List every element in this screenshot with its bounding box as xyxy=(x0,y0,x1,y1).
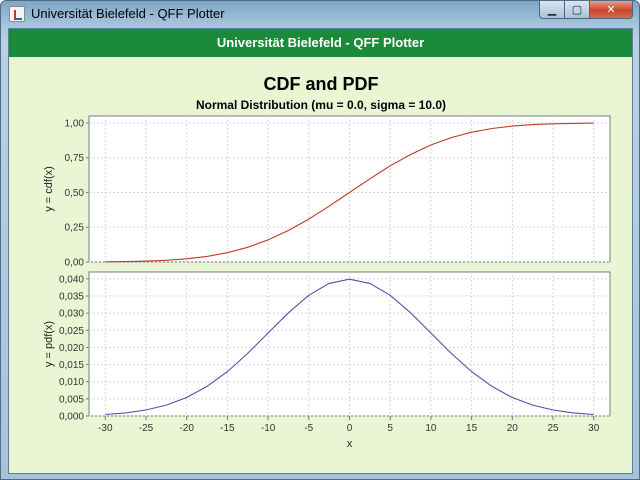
pdf-y-tick-label: 0,040 xyxy=(59,274,84,285)
pdf-y-tick-label: 0,020 xyxy=(59,343,84,354)
pdf-y-tick-label: 0,005 xyxy=(59,394,84,405)
x-tick-label: 15 xyxy=(466,423,478,434)
cdf-y-tick-label: 0,50 xyxy=(65,188,85,199)
minimize-button[interactable]: ▁ xyxy=(539,1,565,19)
cdf-y-tick-label: 0,00 xyxy=(65,258,85,269)
maximize-button[interactable]: ▢ xyxy=(565,1,590,19)
cdf-y-tick-label: 0,25 xyxy=(65,223,85,234)
x-tick-label: 0 xyxy=(347,423,353,434)
java-app-icon[interactable] xyxy=(9,6,25,22)
header-banner: Universität Bielefeld - QFF Plotter xyxy=(9,29,632,57)
x-tick-label: 30 xyxy=(588,423,600,434)
pdf-y-tick-label: 0,015 xyxy=(59,360,84,371)
cdf-y-tick-label: 1,00 xyxy=(65,118,85,129)
window-controls: ▁ ▢ ✕ xyxy=(539,1,633,19)
x-tick-label: -10 xyxy=(261,423,276,434)
x-tick-label: 25 xyxy=(547,423,559,434)
chart-subtitle: Normal Distribution (mu = 0.0, sigma = 1… xyxy=(196,98,446,112)
pdf-y-axis-label: y = pdf(x) xyxy=(43,321,55,367)
close-button[interactable]: ✕ xyxy=(590,1,633,19)
x-tick-label: 5 xyxy=(387,423,393,434)
maximize-icon: ▢ xyxy=(571,3,583,16)
x-tick-label: -5 xyxy=(304,423,313,434)
pdf-y-tick-label: 0,035 xyxy=(59,292,84,303)
pdf-series-line xyxy=(105,278,594,416)
chart-title: CDF and PDF xyxy=(264,74,379,94)
close-icon: ✕ xyxy=(606,3,616,16)
x-tick-label: -25 xyxy=(139,423,154,434)
cdf-y-axis-label: y = cdf(x) xyxy=(43,166,55,212)
minimize-icon: ▁ xyxy=(547,3,557,16)
pdf-y-tick-label: 0,010 xyxy=(59,377,84,388)
x-tick-label: -30 xyxy=(98,423,113,434)
x-tick-label: 10 xyxy=(425,423,437,434)
pdf-y-tick-label: 0,000 xyxy=(59,412,84,423)
x-axis-label: x xyxy=(347,438,353,450)
client-area: Universität Bielefeld - QFF Plotter CDF … xyxy=(8,28,633,474)
pdf-y-tick-label: 0,030 xyxy=(59,309,84,320)
cdf-pdf-chart[interactable]: CDF and PDF Normal Distribution (mu = 0.0… xyxy=(9,29,632,473)
title-bar[interactable]: Universität Bielefeld - QFF Plotter ▁ ▢ … xyxy=(1,1,639,27)
cdf-y-tick-label: 0,75 xyxy=(65,153,85,164)
x-tick-label: -20 xyxy=(179,423,194,434)
cdf-series-line xyxy=(105,122,594,263)
x-tick-label: 20 xyxy=(507,423,519,434)
window-title: Universität Bielefeld - QFF Plotter xyxy=(31,6,225,21)
x-tick-label: -15 xyxy=(220,423,235,434)
pdf-y-tick-label: 0,025 xyxy=(59,326,84,337)
